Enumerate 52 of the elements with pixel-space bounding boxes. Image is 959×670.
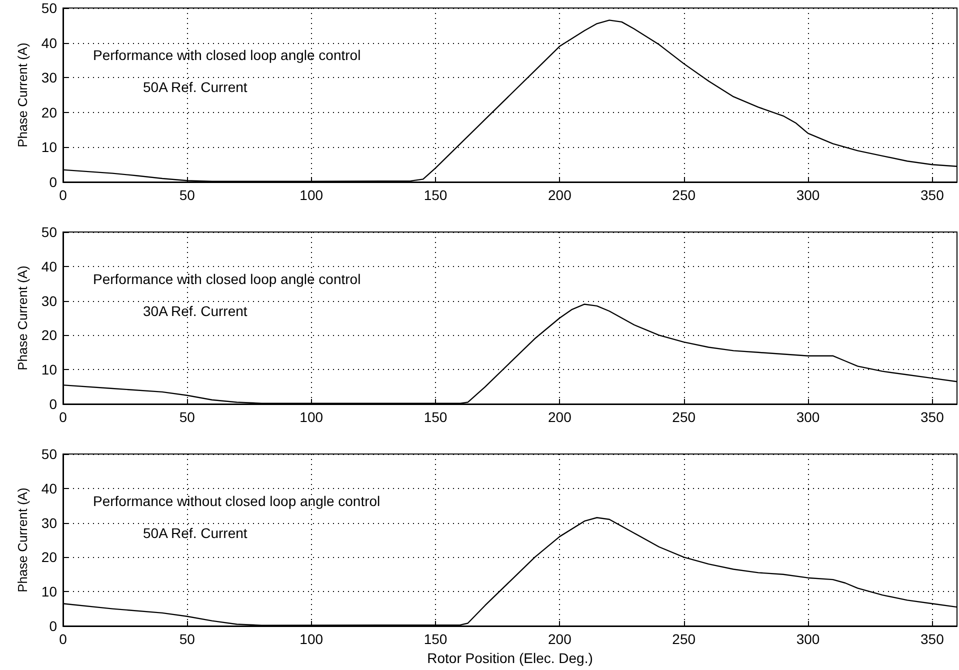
x-tick-label: 150 — [424, 187, 448, 203]
x-tick-label: 300 — [796, 187, 820, 203]
x-tick-label: 150 — [424, 409, 448, 425]
y-tick-label: 0 — [49, 618, 58, 634]
x-tick-label: 250 — [672, 187, 696, 203]
annotation: Performance with closed loop angle control — [93, 47, 361, 63]
y-tick-label: 10 — [41, 362, 58, 378]
y-tick-label: 50 — [41, 0, 58, 16]
x-tick-label: 200 — [548, 631, 572, 647]
x-tick-label: 200 — [548, 409, 572, 425]
x-tick-label: 100 — [300, 409, 324, 425]
annotation: 30A Ref. Current — [143, 303, 248, 319]
x-tick-label: 350 — [920, 187, 944, 203]
x-tick-label: 200 — [548, 187, 572, 203]
x-tick-label: 50 — [179, 631, 196, 647]
x-tick-label: 0 — [59, 409, 68, 425]
y-tick-label: 20 — [41, 104, 58, 120]
x-tick-label: 250 — [672, 409, 696, 425]
annotation: Performance with closed loop angle control — [93, 271, 361, 287]
x-tick-label: 300 — [796, 409, 820, 425]
annotation: 50A Ref. Current — [143, 79, 248, 95]
x-tick-label: 100 — [300, 631, 324, 647]
y-tick-label: 30 — [41, 70, 58, 86]
x-tick-label: 350 — [920, 631, 944, 647]
y-tick-label: 20 — [41, 549, 58, 566]
y-tick-label: 10 — [41, 584, 58, 600]
y-tick-label: 30 — [41, 514, 58, 531]
x-tick-label: 350 — [920, 409, 944, 425]
y-tick-label: 40 — [41, 258, 58, 274]
x-axis-title: Rotor Position (Elec. Deg.) — [427, 650, 593, 666]
y-tick-label: 10 — [41, 139, 58, 156]
x-tick-label: 250 — [672, 631, 696, 647]
x-tick-label: 0 — [59, 187, 68, 203]
y-tick-label: 50 — [41, 446, 58, 462]
x-tick-label: 300 — [796, 631, 820, 647]
x-tick-label: 50 — [179, 187, 196, 203]
x-tick-label: 0 — [59, 631, 68, 647]
y-tick-label: 50 — [41, 224, 58, 240]
x-tick-label: 150 — [424, 631, 448, 647]
y-tick-label: 0 — [49, 174, 58, 190]
y-tick-label: 0 — [49, 396, 58, 412]
y-tick-label: 40 — [41, 34, 58, 51]
x-tick-label: 50 — [179, 409, 196, 425]
x-tick-label: 100 — [300, 187, 324, 203]
y-axis-title: Phase Current (A) — [15, 266, 30, 370]
y-axis-title: Phase Current (A) — [15, 488, 30, 592]
y-tick-label: 20 — [41, 327, 58, 344]
annotation: 50A Ref. Current — [143, 525, 248, 541]
y-axis-title: Phase Current (A) — [15, 42, 30, 148]
y-tick-label: 40 — [41, 480, 58, 496]
y-tick-label: 30 — [41, 292, 58, 309]
annotation: Performance without closed loop angle control — [93, 493, 380, 509]
